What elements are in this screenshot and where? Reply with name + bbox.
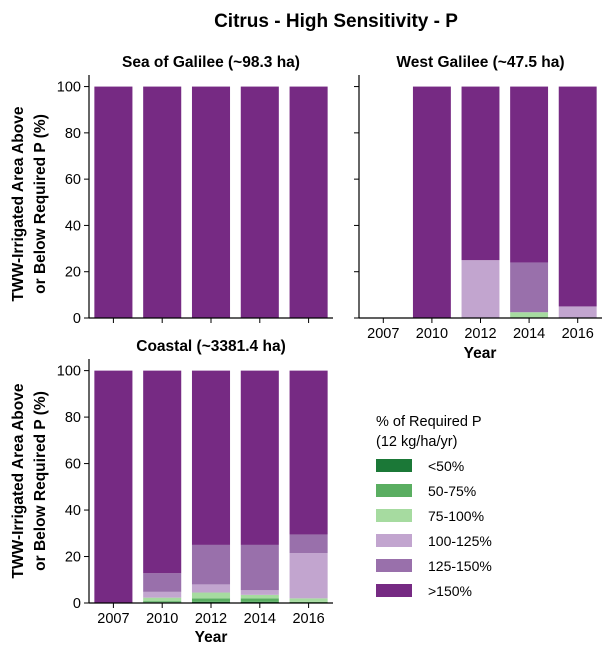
bar-2016-100-125 [558, 306, 597, 318]
y-tick-label: 20 [65, 265, 81, 281]
x-axis-label-coastal: Year [195, 629, 228, 646]
bar-2014-150 [510, 86, 549, 263]
legend-title-line1: % of Required P [376, 414, 482, 430]
bar-2012-150 [461, 86, 500, 261]
y-axis-label-top-line2: or Below Required P (%) [32, 114, 49, 294]
panel-coastal: Coastal (~3381.4 ha) 2007 2010 2012 2014 2016… [57, 338, 333, 627]
legend-swatch-150 [376, 584, 412, 597]
panel-title: Coastal (~3381.4 ha) [136, 338, 285, 355]
bar-2010-150 [412, 86, 451, 318]
bar-2016-150 [558, 86, 597, 307]
bar-2014-50-75 [240, 598, 279, 602]
legend-swatch-50 [376, 459, 412, 472]
bar-2010-150 [143, 86, 182, 318]
y-axis-label-bottom-line2: or Below Required P (%) [32, 391, 49, 571]
y-tick-label: 0 [73, 311, 81, 327]
legend-swatch-125-150 [376, 559, 412, 572]
bar-2010-50-75 [143, 601, 182, 603]
bar-2014-125-150 [510, 262, 549, 313]
y-tick-label: 100 [57, 364, 81, 380]
panel-sea-of-galilee: Sea of Galilee (~98.3 ha) 0 20 40 60 80 100 [57, 54, 333, 327]
bar-2007-150 [94, 86, 133, 318]
legend-label-150: >150% [428, 583, 472, 599]
legend-label-100-125: 100-125% [428, 533, 492, 549]
bar-2007-150 [94, 370, 133, 603]
y-tick-label: 40 [65, 218, 81, 234]
bar-2016-150 [289, 86, 328, 318]
bar-2012-150 [191, 370, 231, 545]
x-tick-label: 2010 [146, 611, 178, 627]
bar-2016-150 [289, 370, 328, 535]
legend-title-line2: (12 kg/ha/yr) [376, 434, 457, 450]
y-axis-label-top-line1: TWW-Irrigated Area Above [10, 106, 27, 301]
bar-2014-125-150 [240, 544, 279, 591]
bar-2014-100-125 [240, 590, 279, 595]
y-axis-label-bottom-line1: TWW-Irrigated Area Above [10, 383, 27, 578]
panel-west-galilee: West Galilee (~47.5 ha) 2007 2010 2012 2014 2… [354, 54, 602, 342]
legend-label-75-100: 75-100% [428, 508, 484, 524]
x-tick-label: 2010 [416, 326, 448, 342]
legend-label-125-150: 125-150% [428, 558, 492, 574]
figure-title: Citrus - High Sensitivity - P [214, 11, 458, 32]
y-tick-label: 100 [57, 80, 81, 96]
x-tick-label: 2016 [562, 326, 594, 342]
bar-2014-150 [240, 86, 279, 318]
bar-2010-100-125 [143, 591, 182, 598]
y-tick-label: 60 [65, 172, 81, 188]
y-tick-label: 60 [65, 457, 81, 473]
x-tick-label: 2014 [513, 326, 545, 342]
y-tick-label: 40 [65, 503, 81, 519]
x-tick-label: 2012 [464, 326, 496, 342]
legend: % of Required P (12 kg/ha/yr) <50% 50-75%… [376, 414, 492, 599]
bar-2016-125-150 [289, 534, 328, 554]
panel-title: West Galilee (~47.5 ha) [396, 54, 564, 71]
x-tick-label: 2012 [195, 611, 227, 627]
bar-2012-50-75 [191, 598, 231, 602]
bar-2014-150 [240, 370, 279, 545]
bar-2014-75-100 [510, 312, 549, 318]
legend-swatch-50-75 [376, 484, 412, 497]
panel-title: Sea of Galilee (~98.3 ha) [122, 54, 300, 71]
x-axis-label-west-galilee: Year [464, 345, 497, 362]
bar-2016-75-100 [289, 598, 328, 602]
legend-swatch-100-125 [376, 534, 412, 547]
legend-label-50: <50% [428, 458, 464, 474]
y-tick-label: 80 [65, 126, 81, 142]
bar-2010-150 [143, 370, 182, 574]
bar-2016-100-125 [289, 553, 328, 599]
bar-2012-150 [191, 86, 231, 318]
bar-2012-75-100 [191, 592, 231, 599]
bar-2014-75-100 [240, 594, 279, 599]
bar-2012-125-150 [191, 544, 231, 585]
bar-2012-100-125 [191, 584, 231, 593]
bar-2010-75-100 [143, 597, 182, 602]
bar-2010-125-150 [143, 573, 182, 592]
x-tick-label: 2007 [97, 611, 129, 627]
y-tick-label: 0 [73, 596, 81, 612]
bar-2012-100-125 [461, 260, 500, 318]
y-tick-label: 20 [65, 550, 81, 566]
legend-label-50-75: 50-75% [428, 483, 476, 499]
y-tick-label: 80 [65, 410, 81, 426]
x-tick-label: 2007 [367, 326, 399, 342]
x-tick-label: 2016 [292, 611, 324, 627]
legend-swatch-75-100 [376, 509, 412, 522]
x-tick-label: 2014 [244, 611, 276, 627]
